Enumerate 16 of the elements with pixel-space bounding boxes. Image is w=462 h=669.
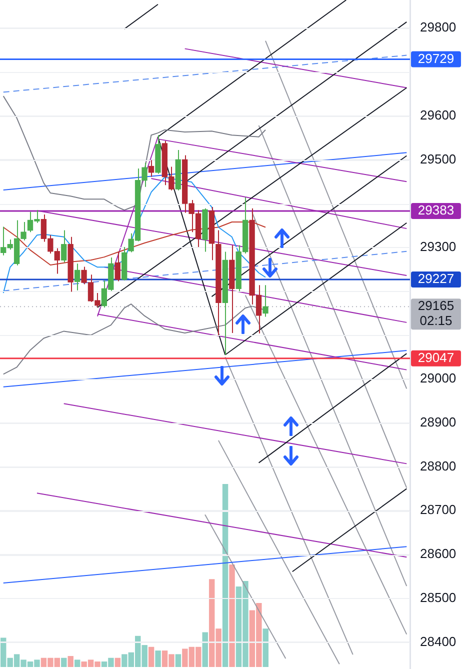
ref-line-label: 29729 bbox=[418, 50, 454, 66]
y-tick-label: 28900 bbox=[420, 414, 456, 430]
y-tick-label: 28800 bbox=[420, 458, 456, 474]
ref-line-label: 29383 bbox=[418, 202, 454, 218]
ref-line-label: 29047 bbox=[418, 350, 454, 365]
y-tick-label: 29600 bbox=[420, 107, 456, 122]
y-tick-label: 29000 bbox=[420, 370, 456, 386]
y-tick-label: 28700 bbox=[420, 502, 456, 518]
y-tick-label: 28400 bbox=[420, 634, 456, 649]
y-tick-label: 28600 bbox=[420, 546, 456, 562]
y-tick-label: 29500 bbox=[420, 151, 456, 166]
ref-line-label: 29165 02:15 bbox=[418, 298, 454, 328]
y-tick-label: 28500 bbox=[420, 590, 456, 605]
y-tick-label: 29300 bbox=[420, 239, 456, 254]
y-tick-label: 29800 bbox=[420, 20, 456, 35]
ref-line-label: 29227 bbox=[418, 271, 454, 286]
